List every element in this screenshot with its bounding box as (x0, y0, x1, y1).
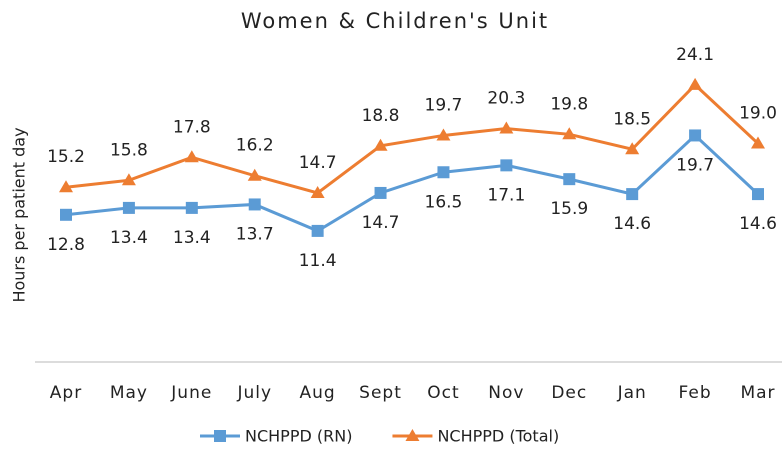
data-label: 15.9 (550, 199, 588, 219)
data-label: 19.0 (739, 104, 777, 124)
x-tick-label: Dec (551, 383, 587, 403)
data-point (437, 166, 450, 179)
x-tick-label: May (110, 383, 148, 403)
x-tick-label: Oct (427, 383, 459, 403)
data-label: 14.7 (362, 213, 400, 233)
data-point (60, 208, 72, 221)
data-point (689, 129, 702, 142)
data-label: 19.8 (550, 94, 588, 114)
data-point (185, 201, 198, 214)
x-tick-label: Aug (300, 383, 336, 403)
data-label: 19.7 (425, 95, 463, 115)
x-tick-label: Apr (50, 383, 82, 403)
series-line (65, 133, 760, 233)
y-axis-label: Hours per patient day (10, 127, 29, 302)
legend-marker (214, 430, 226, 442)
data-point (311, 224, 324, 237)
data-label: 11.4 (299, 251, 337, 271)
data-label: 18.5 (613, 109, 651, 129)
data-point (248, 198, 261, 211)
data-point (59, 180, 73, 193)
x-tick-label: Feb (679, 383, 712, 403)
data-label: 12.8 (47, 235, 85, 255)
data-point (373, 138, 388, 151)
data-label: 16.2 (236, 136, 274, 156)
data-label: 24.1 (676, 45, 714, 65)
data-point (563, 173, 576, 186)
data-label: 15.2 (47, 147, 85, 167)
data-label: 16.5 (425, 192, 463, 212)
data-label: 14.6 (613, 214, 651, 234)
data-point (121, 173, 136, 186)
data-point (500, 159, 513, 172)
series-line (65, 82, 760, 195)
data-label: 20.3 (487, 89, 525, 109)
data-point (374, 186, 387, 199)
data-point (499, 121, 514, 134)
data-label: 15.8 (110, 140, 148, 160)
data-point (122, 201, 135, 214)
data-label: 14.7 (299, 153, 337, 173)
data-point (184, 150, 199, 163)
data-label: 14.6 (739, 214, 777, 234)
data-point (247, 168, 262, 181)
legend-label: NCHPPD (RN) (245, 427, 352, 446)
data-point (688, 77, 703, 90)
x-tick-label: Sept (359, 383, 402, 403)
data-point (625, 142, 640, 155)
data-label: 13.4 (173, 228, 211, 248)
data-label: 13.4 (110, 228, 148, 248)
data-point (562, 127, 577, 140)
data-point (752, 188, 764, 201)
x-tick-label: June (170, 383, 212, 403)
legend-label: NCHPPD (Total) (437, 427, 559, 446)
data-label: 17.8 (173, 117, 211, 137)
data-label: 19.7 (676, 155, 714, 175)
data-point (310, 185, 325, 198)
data-point (626, 188, 639, 201)
data-label: 18.8 (362, 106, 400, 126)
data-point (751, 136, 765, 149)
x-tick-label: July (236, 383, 272, 403)
data-label: 13.7 (236, 224, 274, 244)
data-point (436, 128, 451, 141)
x-tick-label: Jan (617, 383, 647, 403)
chart-title: Women & Children's Unit (241, 9, 549, 33)
data-label: 17.1 (487, 185, 525, 205)
x-tick-label: Mar (740, 383, 775, 403)
x-tick-label: Nov (488, 383, 524, 403)
legend-marker (405, 429, 420, 441)
